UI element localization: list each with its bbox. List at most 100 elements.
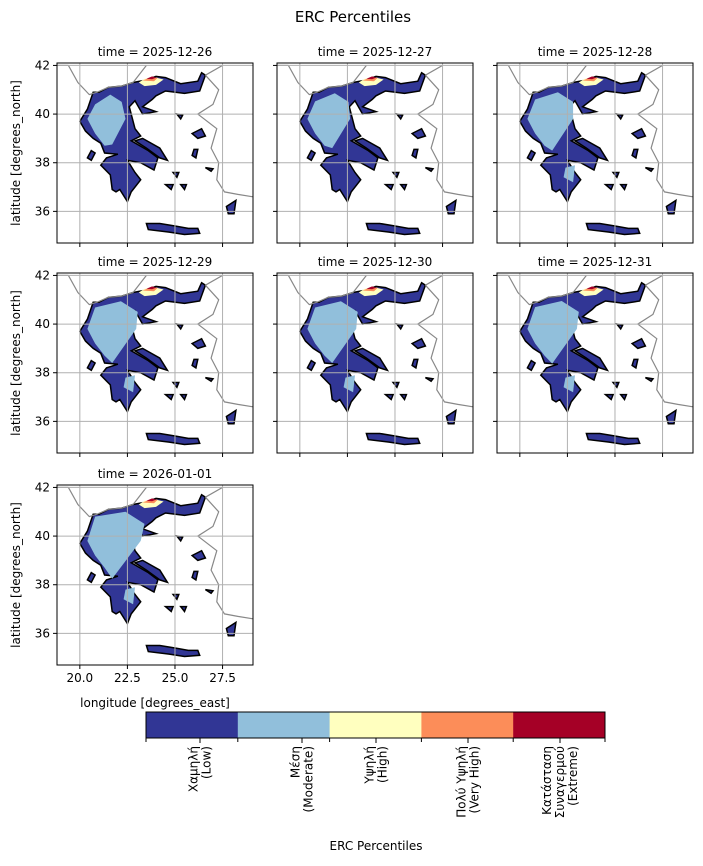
island-region	[353, 137, 390, 162]
x-tick-label: 22.5	[114, 671, 141, 685]
axes-frame	[56, 484, 254, 666]
moderate-region	[307, 93, 351, 149]
island-region	[424, 166, 435, 173]
island-region	[163, 183, 175, 191]
country-border	[287, 65, 354, 96]
island-region	[615, 322, 624, 331]
island-region	[175, 322, 184, 331]
island-region	[133, 347, 170, 372]
moderate-region	[563, 165, 575, 183]
country-border	[287, 275, 354, 306]
moderate-region	[87, 301, 138, 363]
moderate-region	[87, 94, 126, 146]
x-axis-label: longitude [degrees_east]	[80, 696, 230, 710]
extreme-region	[586, 286, 596, 290]
very-high-region	[582, 287, 598, 292]
island-region	[179, 605, 188, 614]
map-panel: time = 2025-12-30	[273, 255, 474, 457]
axes-frame	[276, 62, 474, 244]
island-region	[410, 127, 427, 140]
island-region	[391, 381, 400, 389]
island-region	[630, 127, 647, 140]
island-region	[86, 359, 97, 372]
y-tick-label: 42	[35, 268, 50, 282]
island-region	[395, 322, 404, 331]
country-border	[645, 274, 663, 286]
country-border	[507, 65, 574, 96]
y-tick-label: 36	[35, 204, 50, 218]
extreme-region	[146, 498, 156, 502]
y-axis-label: latitude [degrees_north]	[9, 80, 23, 226]
x-tick-label: 25.0	[162, 671, 189, 685]
island-region	[191, 358, 199, 370]
panel-title: time = 2025-12-31	[538, 255, 653, 269]
extreme-region	[366, 286, 376, 290]
y-tick-label: 40	[35, 107, 50, 121]
island-region	[204, 376, 215, 383]
country-border	[636, 74, 693, 198]
moderate-region	[563, 375, 575, 393]
country-border	[196, 284, 253, 408]
very-high-region	[362, 77, 378, 82]
island-region	[179, 393, 188, 402]
moderate-region	[343, 375, 355, 393]
island-region	[171, 593, 180, 601]
colorbar: Χαμηλή(Low) Μέση(Moderate) Υψηλή(High) Πολύ…	[145, 711, 606, 818]
extreme-region	[146, 76, 156, 80]
x-tick-label: 20.0	[66, 671, 93, 685]
island-region	[526, 359, 537, 372]
country-border	[67, 487, 134, 518]
colorbar-segment	[513, 712, 606, 738]
colorbar-label: ERC Percentiles	[330, 839, 423, 853]
country-border	[425, 274, 443, 286]
map-panel: time = 2025-12-27	[273, 45, 474, 247]
axes-frame	[56, 62, 254, 244]
country-border	[67, 275, 134, 306]
island-region	[365, 222, 421, 236]
island-region	[191, 570, 199, 582]
y-tick-label: 36	[35, 626, 50, 640]
y-tick-label: 36	[35, 414, 50, 428]
very-high-region	[362, 287, 378, 292]
moderate-region	[307, 301, 358, 363]
moderate-region	[527, 92, 574, 151]
very-high-region	[142, 287, 158, 292]
island-region	[179, 183, 188, 192]
country-border	[352, 65, 367, 83]
island-region	[145, 432, 201, 446]
island-region	[191, 148, 199, 160]
colorbar-tick-label: Πολύ Υψηλή(Very High)	[455, 746, 482, 818]
island-region	[190, 337, 207, 350]
island-region	[526, 149, 537, 162]
panel-title: time = 2025-12-26	[98, 45, 213, 59]
island-region	[410, 337, 427, 350]
island-region	[145, 644, 201, 658]
island-region	[175, 112, 184, 121]
island-region	[611, 171, 620, 179]
panel-title: time = 2025-12-30	[318, 255, 433, 269]
island-region	[411, 148, 419, 160]
moderate-region	[123, 375, 135, 393]
map-panel: 36 38 40 42 time = 2025-12-29	[35, 255, 254, 457]
colorbar-segment	[237, 712, 331, 738]
island-region	[615, 112, 624, 121]
island-region	[573, 347, 610, 372]
map-panel: 20.0 22.5 25.0 27.5 36 38 40 42 time = 2026-01-0…	[35, 467, 254, 685]
extreme-region	[586, 76, 596, 80]
country-border	[205, 274, 223, 286]
island-region	[175, 534, 184, 543]
axes-frame	[276, 272, 474, 454]
colorbar-segment	[421, 712, 514, 738]
axes-frame	[496, 62, 694, 244]
axes-frame	[56, 272, 254, 454]
island-region	[395, 112, 404, 121]
island-region	[585, 432, 641, 446]
island-region	[171, 381, 180, 389]
country-border	[572, 65, 587, 83]
y-tick-label: 38	[35, 366, 50, 380]
island-region	[611, 381, 620, 389]
island-region	[631, 358, 639, 370]
island-region	[163, 605, 175, 613]
island-region	[171, 171, 180, 179]
